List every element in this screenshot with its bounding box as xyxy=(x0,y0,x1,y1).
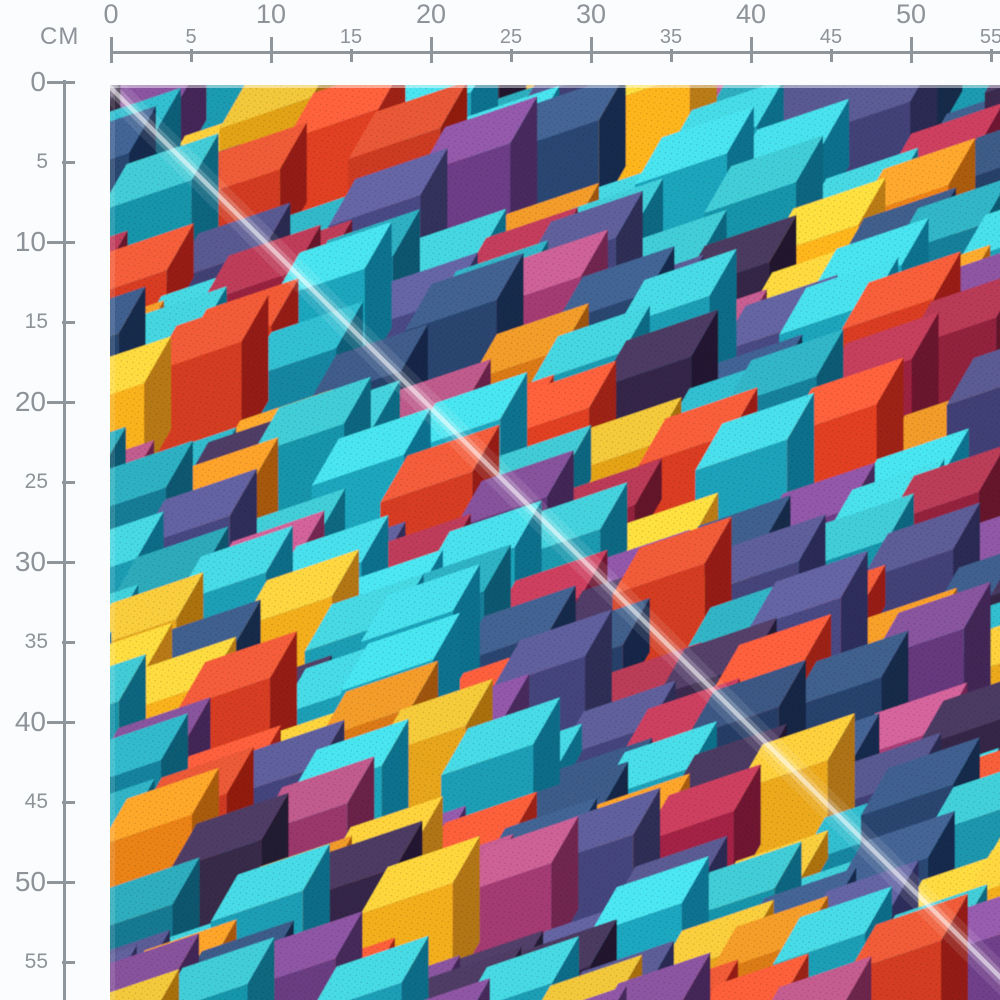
left-ruler-tick xyxy=(47,560,75,564)
top-ruler-tick-label: 5 xyxy=(185,26,197,48)
top-ruler-tick xyxy=(349,49,353,62)
left-ruler-tick-label: 55 xyxy=(24,950,48,973)
top-ruler-tick-label: 30 xyxy=(575,0,607,29)
top-ruler-tick-label: 45 xyxy=(819,26,843,48)
top-ruler-tick xyxy=(269,37,273,63)
top-ruler-tick-label: 10 xyxy=(255,0,287,29)
left-ruler-tick-label: 40 xyxy=(14,706,46,737)
cube-pattern-svg xyxy=(110,85,1000,1000)
top-ruler-line xyxy=(110,51,1000,54)
left-ruler-tick xyxy=(47,240,75,244)
left-ruler-tick xyxy=(62,960,75,964)
fabric-preview xyxy=(110,85,1000,1000)
left-ruler-tick xyxy=(47,720,75,724)
left-ruler-tick-label: 20 xyxy=(14,386,46,417)
top-ruler-tick-label: 0 xyxy=(103,0,119,29)
left-ruler-tick xyxy=(47,80,75,84)
top-ruler-tick xyxy=(589,37,593,63)
top-ruler-tick-label: 20 xyxy=(415,0,447,29)
left-ruler-tick-label: 15 xyxy=(24,310,48,333)
fabric-top-edge-highlight xyxy=(110,85,1000,88)
left-ruler-tick xyxy=(47,880,75,884)
left-ruler-tick-label: 30 xyxy=(14,546,46,577)
top-ruler-tick xyxy=(429,37,433,63)
top-ruler-tick-label: 25 xyxy=(499,26,523,48)
top-ruler-tick-label: 50 xyxy=(895,0,927,29)
left-ruler-tick xyxy=(62,640,75,644)
left-ruler-tick-label: 10 xyxy=(14,226,46,257)
top-ruler-tick-label: 55 xyxy=(979,26,1000,48)
top-ruler-tick-label: 40 xyxy=(735,0,767,29)
top-ruler-tick xyxy=(189,49,193,62)
left-ruler-tick-label: 0 xyxy=(30,66,46,97)
left-ruler-tick-label: 50 xyxy=(14,866,46,897)
top-ruler-tick xyxy=(989,49,993,62)
top-ruler-tick xyxy=(749,37,753,63)
left-ruler-tick xyxy=(62,480,75,484)
top-ruler-tick xyxy=(669,49,673,62)
glare-line xyxy=(110,85,1000,981)
top-ruler-tick xyxy=(909,37,913,63)
left-ruler-tick-label: 45 xyxy=(24,790,48,813)
left-ruler-tick-label: 5 xyxy=(36,150,48,173)
left-ruler-tick xyxy=(62,320,75,324)
left-ruler-line xyxy=(63,80,66,1000)
left-ruler-tick xyxy=(62,160,75,164)
unit-label: CM xyxy=(40,23,80,50)
left-ruler-tick xyxy=(62,800,75,804)
left-ruler-tick-label: 35 xyxy=(24,630,48,653)
fabric-left-edge-highlight xyxy=(110,85,115,1000)
top-ruler-tick xyxy=(509,49,513,62)
top-ruler-tick xyxy=(829,49,833,62)
top-ruler-tick-label: 35 xyxy=(659,26,683,48)
left-ruler-tick-label: 25 xyxy=(24,470,48,493)
left-ruler-tick xyxy=(47,400,75,404)
top-ruler-tick xyxy=(109,37,113,63)
glare-streak xyxy=(110,85,1000,996)
top-ruler-tick-label: 15 xyxy=(339,26,363,48)
